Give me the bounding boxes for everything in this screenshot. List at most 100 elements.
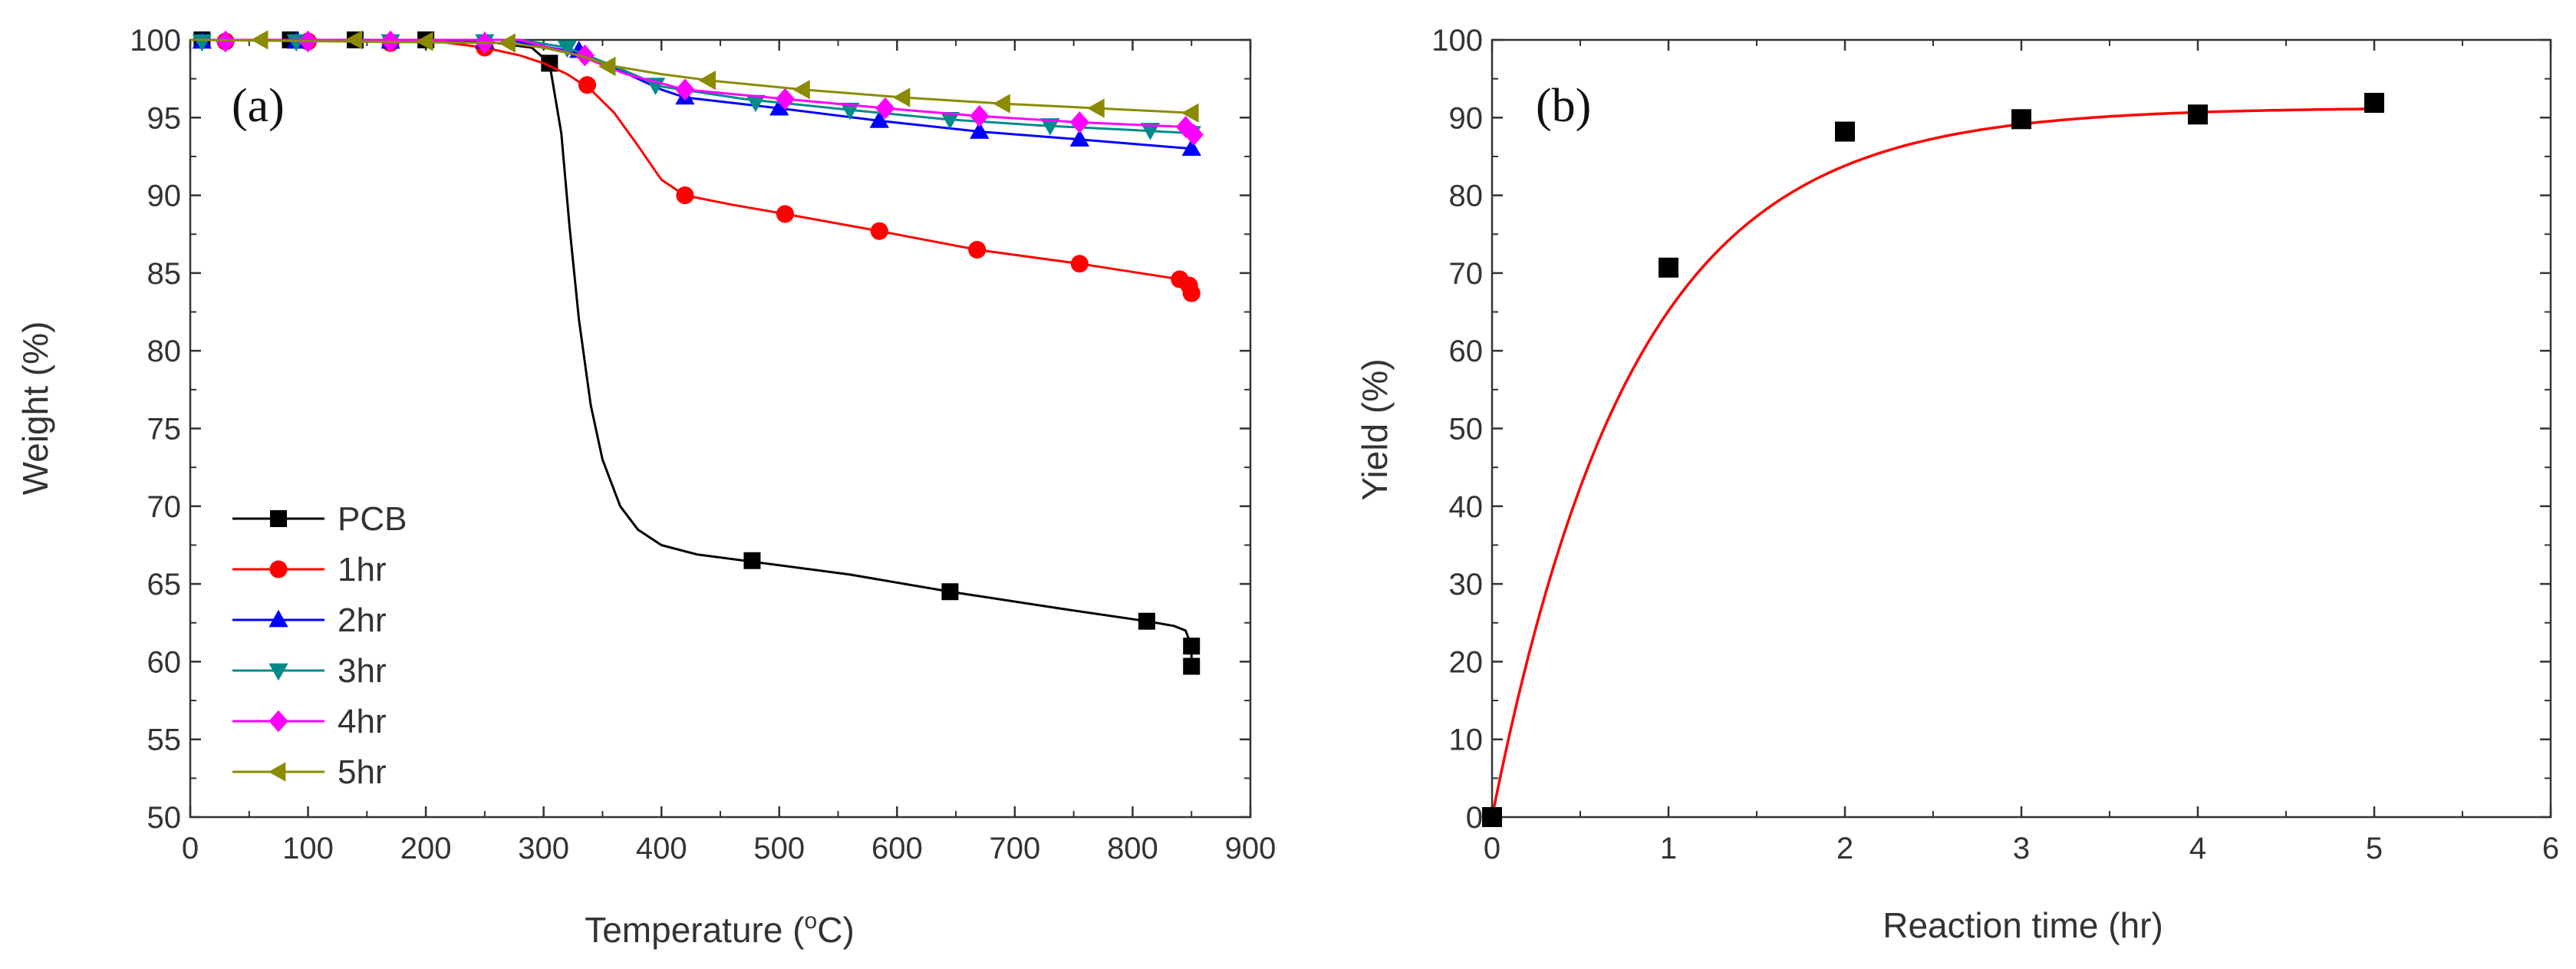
series-1hr-point <box>1070 255 1089 273</box>
panel-b-x-tick-label: 6 <box>2542 832 2559 865</box>
series-3hr-point <box>940 111 960 130</box>
series-2hr-point <box>869 110 889 128</box>
panel-a-x-axis-title-unit: C) <box>817 910 855 950</box>
legend-series-1hr-label: 1hr <box>338 551 387 588</box>
panel-b-x-tick-label: 3 <box>2013 832 2030 865</box>
panel-a-y-tick-label: 95 <box>147 101 182 135</box>
panel-b-yield-chart: (b) Yield (%) Reaction time (hr) 0 1 2 3 4 5 6… <box>1355 24 2559 945</box>
yield-point <box>1482 807 1502 827</box>
series-5hr-point <box>1087 98 1105 118</box>
panel-a-x-tick-label: 600 <box>871 832 923 865</box>
panel-a-plot-frame <box>189 38 1252 819</box>
legend-series-5hr-label: 5hr <box>338 753 387 791</box>
series-pcb-point <box>743 552 761 569</box>
panel-b-y-tick-label: 70 <box>1449 257 1484 291</box>
series-4hr-point <box>970 104 990 127</box>
legend-series-3hr-label: 3hr <box>338 652 387 690</box>
series-5hr-point <box>698 71 716 91</box>
yield-point <box>2188 104 2208 125</box>
series-2hr-point <box>769 97 789 116</box>
legend-series-pcb-label: PCB <box>338 500 407 538</box>
series-3hr-point <box>840 102 860 120</box>
series-3hr-point <box>746 94 766 113</box>
fit-curve <box>1491 107 2375 818</box>
legend-series-2hr-marker <box>268 609 288 628</box>
series-2hr-point <box>970 121 990 139</box>
panel-a-label: (a) <box>232 80 285 132</box>
series-pcb-point <box>1183 638 1201 655</box>
series-4hr-point <box>775 87 796 110</box>
panel-b-y-tick-label: 40 <box>1449 490 1484 524</box>
series-5hr-point <box>250 30 268 50</box>
panel-b-plot-frame <box>1491 38 2552 819</box>
panel-a-x-axis-title-degree: o <box>805 908 818 934</box>
legend-series-2hr-label: 2hr <box>338 602 387 639</box>
series-5hr-line <box>189 38 1192 114</box>
panel-a-x-tick-label: 700 <box>990 832 1041 865</box>
panel-a-y-tick-label: 75 <box>147 413 182 447</box>
series-3hr-point <box>192 34 212 52</box>
yield-point <box>2364 93 2384 114</box>
series-1hr-point <box>676 186 694 205</box>
panel-a-x-tick-label: 200 <box>400 832 452 865</box>
yield-point <box>1659 257 1678 278</box>
panel-b-y-tick-label: 50 <box>1449 413 1484 447</box>
panel-b-y-axis-title: Yield (%) <box>1355 359 1395 501</box>
series-4hr-point <box>1184 124 1204 146</box>
panel-a-y-tick-label: 80 <box>147 335 182 368</box>
series-1hr-point <box>776 205 795 223</box>
series-4hr-point <box>875 97 895 120</box>
series-pcb-point <box>941 583 959 601</box>
legend-series-3hr-marker <box>268 663 288 681</box>
panel-a-x-axis-title-main: Temperature ( <box>585 910 805 950</box>
series-4hr-point <box>216 30 236 53</box>
series-5hr-point <box>993 94 1010 114</box>
series-pcb-point <box>1183 658 1201 675</box>
panel-b-y-tick-label: 10 <box>1449 723 1484 757</box>
panel-b-y-tick-label: 20 <box>1449 645 1484 679</box>
panel-a-x-tick-label: 300 <box>518 832 569 865</box>
series-5hr-point <box>892 87 911 107</box>
panel-a-x-tick-label: 400 <box>636 832 687 865</box>
series-3hr-point <box>1140 123 1161 140</box>
panel-b-y-tick-label: 100 <box>1431 24 1483 58</box>
panel-a-y-tick-label: 90 <box>147 180 182 213</box>
panel-b-y-tick-label: 60 <box>1449 335 1484 368</box>
series-2hr-point <box>1069 129 1089 147</box>
panel-b-x-axis-title: Reaction time (hr) <box>1883 905 2163 945</box>
legend-series-pcb-marker <box>270 510 287 527</box>
legend-series-4hr-marker <box>268 710 288 733</box>
legend-series-5hr-marker <box>268 762 286 782</box>
yield-point <box>1835 121 1855 142</box>
panel-a-x-tick-label: 0 <box>182 832 199 865</box>
panel-b-x-tick-label: 5 <box>2366 832 2383 865</box>
panel-a-y-tick-label: 70 <box>147 490 182 524</box>
panel-a-y-tick-label: 60 <box>147 645 182 679</box>
panel-a-tga-chart: (a) Weight (%) Temperature (oC) 0 100 200 3… <box>15 24 1276 950</box>
panel-a-y-tick-label: 100 <box>130 24 181 58</box>
series-pcb-point <box>1138 612 1155 630</box>
panel-a-y-tick-label: 50 <box>147 801 182 835</box>
panel-a-y-tick-label: 55 <box>147 723 182 757</box>
series-3hr-point <box>557 40 578 58</box>
panel-a-x-axis-title: Temperature (oC) <box>585 908 855 950</box>
panel-a-y-axis-title: Weight (%) <box>15 321 55 496</box>
yield-point <box>2011 109 2031 130</box>
series-5hr-point <box>792 80 810 100</box>
series-5hr-point <box>344 30 363 50</box>
panel-b-x-tick-label: 1 <box>1660 832 1677 865</box>
series-5hr-point <box>498 33 516 53</box>
panel-b-y-tick-label: 80 <box>1449 180 1484 213</box>
panel-a-y-tick-label: 85 <box>147 257 182 291</box>
series-2hr-line <box>190 38 1192 150</box>
series-5hr-point <box>415 31 433 51</box>
panel-a-x-tick-label: 500 <box>753 832 805 865</box>
panel-b-x-tick-label: 0 <box>1484 832 1500 865</box>
series-4hr-point <box>575 44 595 67</box>
panel-a-y-tick-label: 65 <box>147 568 182 602</box>
series-5hr-point <box>598 56 616 77</box>
series-4hr-point <box>675 78 695 101</box>
series-3hr-point <box>1040 118 1060 136</box>
series-4hr-point <box>1069 111 1089 133</box>
series-5hr-point <box>1181 103 1199 123</box>
